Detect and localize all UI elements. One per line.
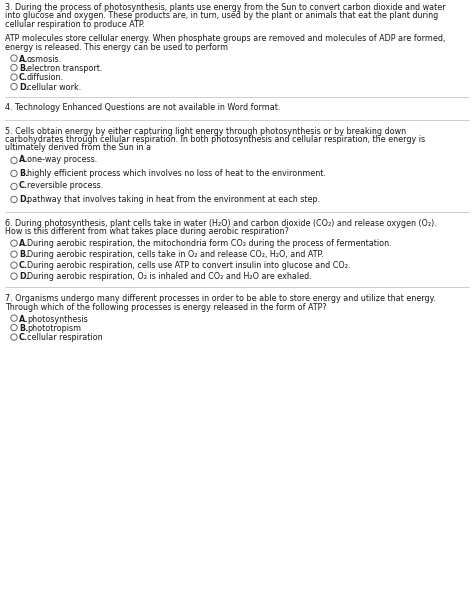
Text: ATP molecules store cellular energy. When phosphate groups are removed and molec: ATP molecules store cellular energy. Whe… (5, 34, 446, 43)
Text: A.: A. (19, 155, 28, 165)
Text: diffusion.: diffusion. (27, 74, 64, 82)
Text: C.: C. (19, 182, 28, 190)
Text: energy is released. This energy can be used to perform: energy is released. This energy can be u… (5, 42, 228, 52)
Text: During aerobic respiration, the mitochondria form CO₂ during the process of ferm: During aerobic respiration, the mitochon… (27, 239, 392, 248)
Text: D.: D. (19, 195, 29, 203)
Text: highly efficient process which involves no loss of heat to the environment.: highly efficient process which involves … (27, 168, 326, 177)
Text: B.: B. (19, 168, 28, 177)
Text: 4. Technology Enhanced Questions are not available in Word format.: 4. Technology Enhanced Questions are not… (5, 104, 281, 112)
Text: one-way process.: one-way process. (27, 155, 97, 165)
Text: D.: D. (19, 83, 29, 92)
Text: During aerobic respiration, cells take in O₂ and release CO₂, H₂O, and ATP.: During aerobic respiration, cells take i… (27, 250, 323, 259)
Text: How is this different from what takes place during aerobic respiration?: How is this different from what takes pl… (5, 227, 289, 236)
Text: A.: A. (19, 239, 28, 248)
Text: 5. Cells obtain energy by either capturing light energy through photosynthesis o: 5. Cells obtain energy by either capturi… (5, 126, 406, 136)
Text: pathway that involves taking in heat from the environment at each step.: pathway that involves taking in heat fro… (27, 195, 320, 203)
Text: 6. During photosynthesis, plant cells take in water (H₂O) and carbon dioxide (CO: 6. During photosynthesis, plant cells ta… (5, 219, 437, 228)
Text: A.: A. (19, 314, 28, 324)
Text: cellular work.: cellular work. (27, 83, 81, 92)
Text: B.: B. (19, 250, 28, 259)
Text: ultimately derived from the Sun in a: ultimately derived from the Sun in a (5, 144, 151, 152)
Text: A.: A. (19, 55, 28, 63)
Text: During aerobic respiration, cells use ATP to convert insulin into glucose and CO: During aerobic respiration, cells use AT… (27, 261, 350, 270)
Text: cellular respiration to produce ATP.: cellular respiration to produce ATP. (5, 20, 145, 29)
Text: Through which of the following processes is energy released in the form of ATP?: Through which of the following processes… (5, 303, 327, 311)
Text: photosynthesis: photosynthesis (27, 314, 88, 324)
Text: reversible process.: reversible process. (27, 182, 103, 190)
Text: into glucose and oxygen. These products are, in turn, used by the plant or anima: into glucose and oxygen. These products … (5, 12, 438, 20)
Text: C.: C. (19, 261, 28, 270)
Text: During aerobic respiration, O₂ is inhaled and CO₂ and H₂O are exhaled.: During aerobic respiration, O₂ is inhale… (27, 272, 312, 281)
Text: B.: B. (19, 64, 28, 73)
Text: cellular respiration: cellular respiration (27, 333, 103, 343)
Text: carbohydrates through cellular respiration. In both photosynthesis and cellular : carbohydrates through cellular respirati… (5, 135, 425, 144)
Text: C.: C. (19, 74, 28, 82)
Text: 3. During the process of photosynthesis, plants use energy from the Sun to conve: 3. During the process of photosynthesis,… (5, 3, 446, 12)
Text: electron transport.: electron transport. (27, 64, 102, 73)
Text: osmosis.: osmosis. (27, 55, 62, 63)
Text: C.: C. (19, 333, 28, 343)
Text: B.: B. (19, 324, 28, 333)
Text: phototropism: phototropism (27, 324, 81, 333)
Text: D.: D. (19, 272, 29, 281)
Text: 7. Organisms undergo many different processes in order to be able to store energ: 7. Organisms undergo many different proc… (5, 294, 436, 303)
